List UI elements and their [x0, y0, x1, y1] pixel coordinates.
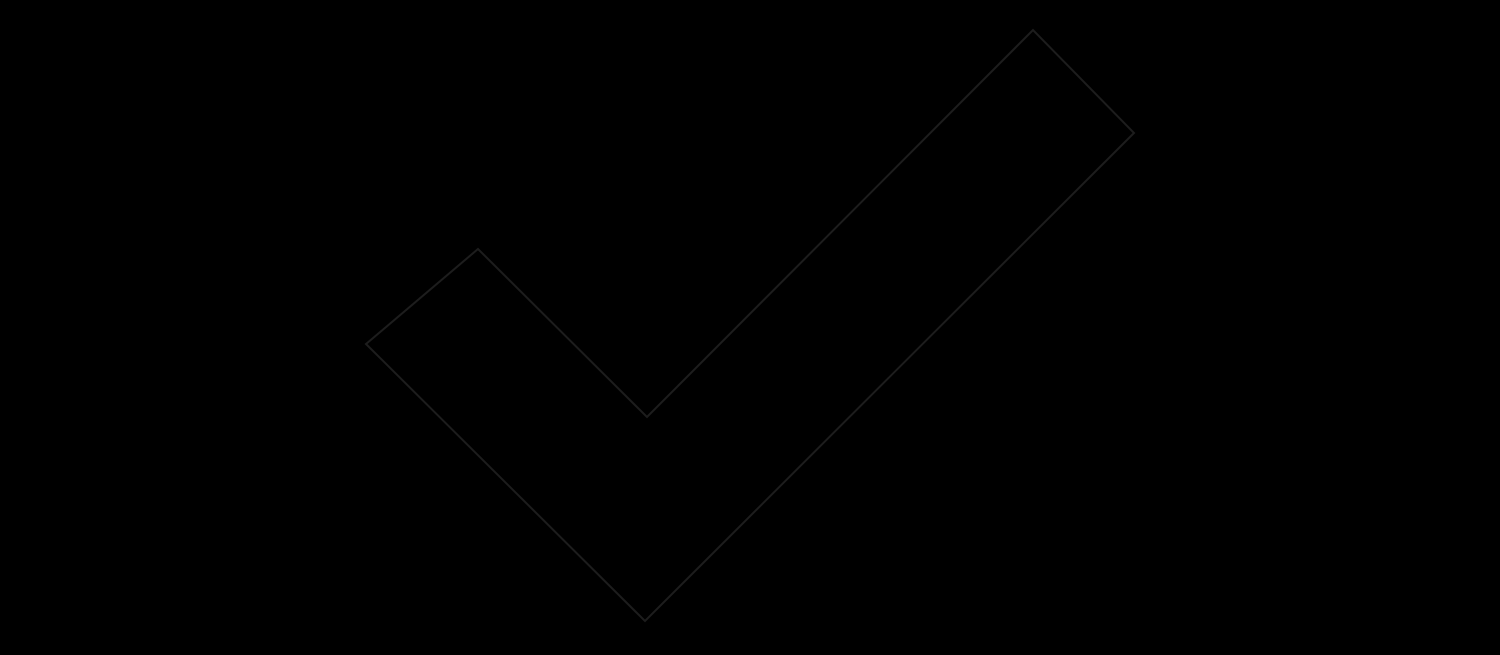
checkmark-icon [364, 28, 1136, 623]
